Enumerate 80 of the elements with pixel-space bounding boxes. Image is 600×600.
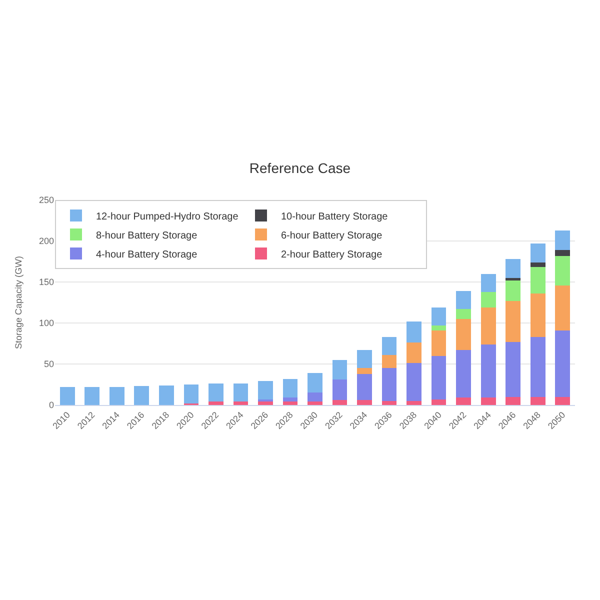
legend-label: 12-hour Pumped-Hydro Storage bbox=[96, 211, 239, 222]
bar bbox=[84, 386, 100, 405]
bar bbox=[431, 330, 446, 356]
bar bbox=[480, 398, 496, 405]
legend-label: 4-hour Battery Storage bbox=[96, 249, 198, 260]
legend-label: 2-hour Battery Storage bbox=[281, 249, 383, 260]
bar bbox=[357, 350, 372, 368]
bar bbox=[282, 398, 298, 402]
chart-title: Reference Case bbox=[249, 160, 351, 176]
bar bbox=[308, 373, 322, 393]
bar bbox=[406, 321, 422, 343]
bar bbox=[382, 368, 397, 401]
bar bbox=[282, 402, 298, 405]
bar bbox=[431, 356, 446, 400]
bar bbox=[555, 285, 570, 330]
legend-label: 8-hour Battery Storage bbox=[96, 230, 198, 242]
bar bbox=[134, 386, 150, 405]
bar bbox=[530, 262, 546, 268]
bar bbox=[530, 243, 546, 262]
bar bbox=[357, 374, 372, 400]
bar bbox=[406, 342, 422, 364]
y-axis-title: Storage Capacity (GW) bbox=[13, 256, 24, 350]
bar bbox=[233, 384, 248, 402]
bar bbox=[382, 400, 397, 405]
legend-label: 10-hour Battery Storage bbox=[281, 211, 388, 222]
bar bbox=[357, 400, 372, 405]
bar bbox=[233, 402, 248, 405]
bar bbox=[456, 309, 471, 319]
bar bbox=[480, 307, 496, 344]
bar bbox=[506, 300, 521, 342]
bar bbox=[480, 292, 496, 308]
y-tick-label: 200 bbox=[38, 236, 54, 246]
bar bbox=[456, 350, 471, 398]
y-tick-label: 100 bbox=[38, 318, 54, 328]
bar bbox=[109, 386, 124, 405]
bar bbox=[506, 278, 521, 280]
bar bbox=[60, 386, 75, 405]
y-tick-label: 50 bbox=[44, 359, 54, 370]
bar bbox=[555, 256, 570, 286]
bar bbox=[282, 378, 298, 398]
bar bbox=[456, 318, 471, 350]
y-tick-label: 0 bbox=[48, 400, 54, 410]
bar bbox=[357, 368, 372, 374]
bar bbox=[308, 392, 322, 402]
bar bbox=[506, 396, 521, 405]
bar bbox=[159, 385, 174, 405]
bar bbox=[530, 396, 546, 405]
bar bbox=[308, 402, 322, 405]
bar bbox=[184, 384, 199, 404]
bar bbox=[406, 363, 422, 401]
bar bbox=[431, 399, 446, 405]
bar bbox=[332, 400, 348, 405]
bar bbox=[431, 325, 446, 330]
bar bbox=[555, 250, 570, 256]
bar bbox=[530, 293, 546, 337]
bar bbox=[332, 380, 348, 400]
bar bbox=[506, 342, 521, 397]
bar bbox=[555, 330, 570, 397]
bar bbox=[456, 291, 471, 310]
bar bbox=[332, 360, 348, 380]
y-tick-label: 250 bbox=[38, 195, 54, 206]
bar bbox=[456, 398, 471, 405]
bar bbox=[506, 259, 521, 278]
bar bbox=[506, 280, 521, 301]
bar bbox=[258, 402, 273, 405]
bar bbox=[406, 400, 422, 405]
bar bbox=[208, 384, 224, 402]
legend-label: 6-hour Battery Storage bbox=[281, 230, 383, 242]
bar bbox=[530, 267, 546, 294]
bar bbox=[480, 274, 496, 292]
bar bbox=[258, 381, 273, 400]
bar bbox=[555, 396, 570, 405]
bar bbox=[208, 402, 224, 405]
y-tick-label: 150 bbox=[38, 277, 54, 288]
bar bbox=[431, 307, 446, 326]
bar bbox=[480, 344, 496, 398]
bar bbox=[555, 230, 570, 250]
bar bbox=[382, 336, 397, 355]
bar bbox=[382, 354, 397, 368]
bar bbox=[530, 336, 546, 397]
